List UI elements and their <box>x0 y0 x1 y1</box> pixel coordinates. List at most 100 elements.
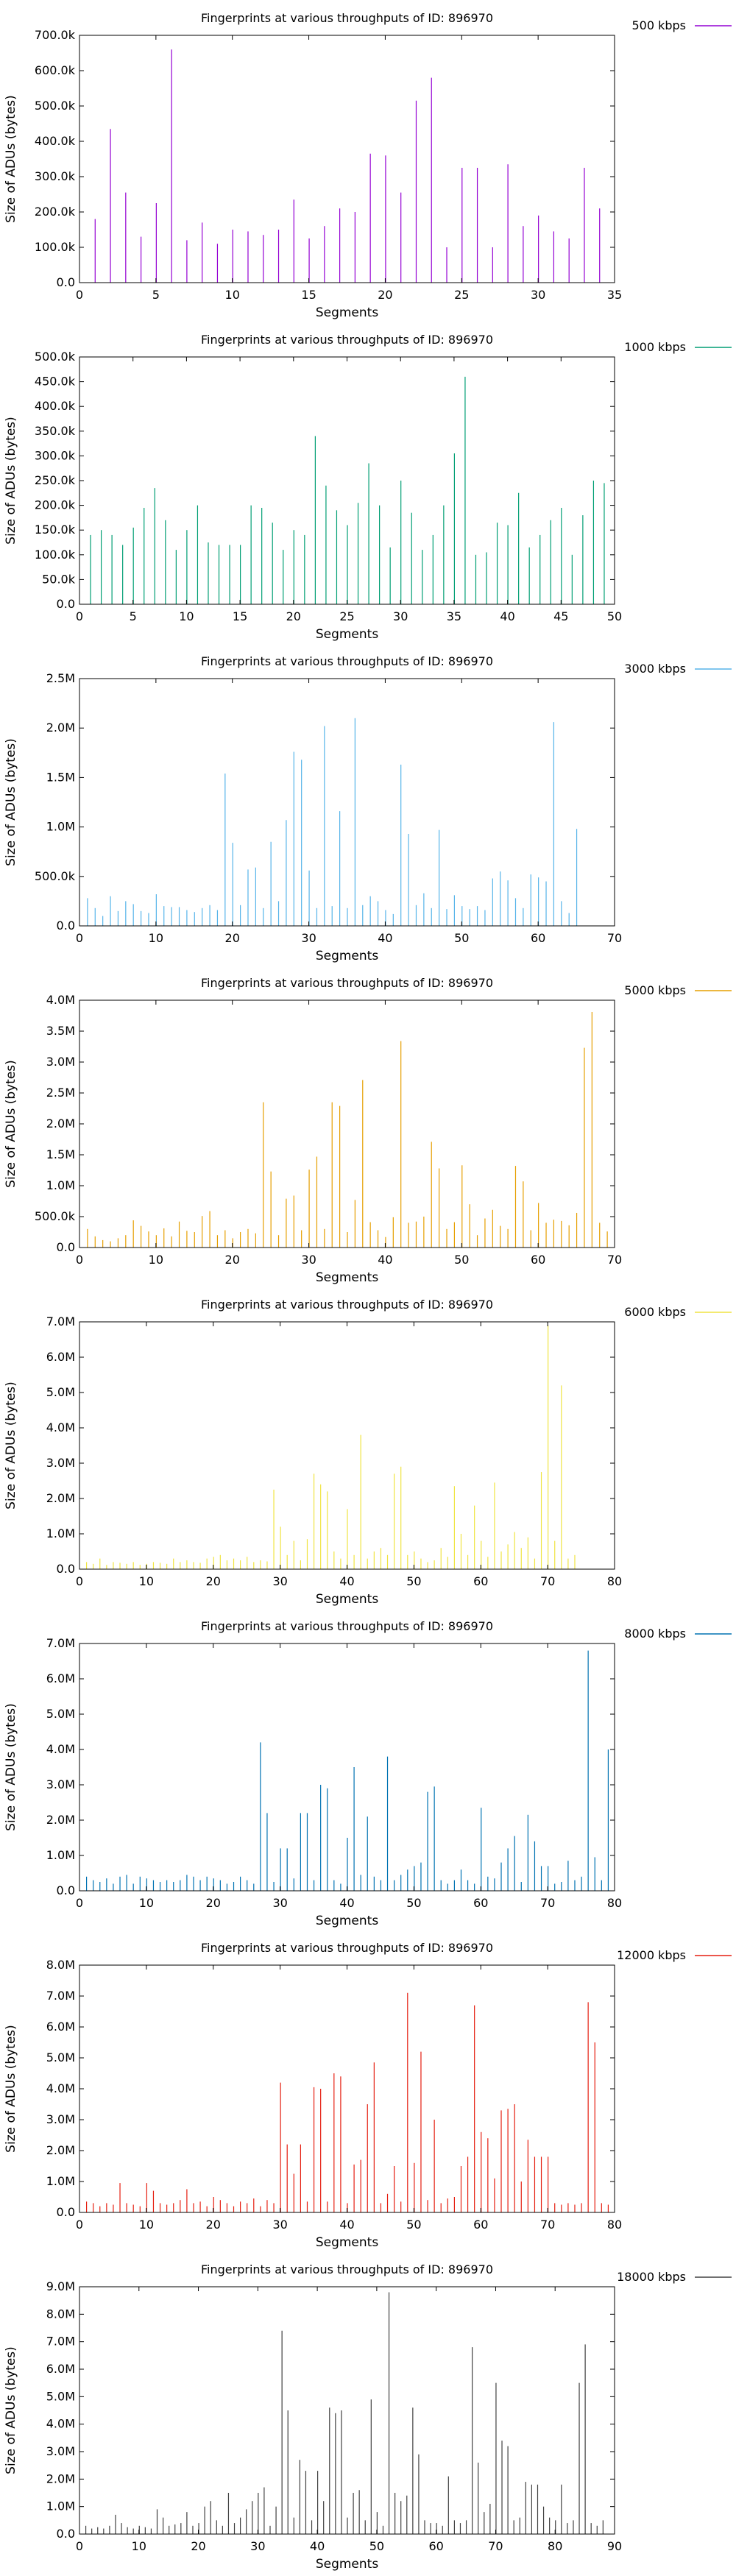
x-tick-label: 10 <box>139 2218 154 2232</box>
x-tick-label: 50 <box>454 1253 469 1267</box>
series-1 <box>90 376 605 604</box>
x-tick-label: 50 <box>454 931 469 945</box>
y-tick-label: 3.0M <box>46 1456 75 1470</box>
y-tick-label: 3.5M <box>46 1024 75 1038</box>
y-tick-label: 1.0M <box>46 820 75 834</box>
x-tick-label: 0 <box>76 609 83 623</box>
y-tick-label: 2.0M <box>46 1117 75 1130</box>
x-tick-label: 10 <box>149 931 163 945</box>
y-tick-label: 3.0M <box>46 2444 75 2458</box>
y-tick-label: 8.0M <box>46 2307 75 2321</box>
y-tick-label: 500.0k <box>35 99 76 113</box>
x-tick-label: 70 <box>607 931 622 945</box>
legend-label: 12000 kbps <box>617 1948 686 1962</box>
y-tick-label: 400.0k <box>35 399 76 413</box>
plot-frame <box>79 678 615 927</box>
y-axis-label: Size of ADUs (bytes) <box>4 417 18 545</box>
y-axis-label: Size of ADUs (bytes) <box>4 738 18 866</box>
x-tick-label: 0 <box>76 2218 83 2232</box>
chart-6: Fingerprints at various throughputs of I… <box>4 1619 732 1928</box>
legend-label: 5000 kbps <box>624 983 686 997</box>
legend-label: 500 kbps <box>631 18 686 32</box>
x-tick-label: 70 <box>540 1896 555 1910</box>
y-tick-label: 2.0M <box>46 721 75 735</box>
x-axis-label: Segments <box>316 949 379 963</box>
x-tick-label: 0 <box>76 2539 83 2553</box>
y-axis-label: Size of ADUs (bytes) <box>4 1060 18 1188</box>
legend-label: 18000 kbps <box>617 2270 686 2284</box>
y-tick-label: 7.0M <box>46 1314 75 1328</box>
x-tick-label: 40 <box>378 1253 392 1267</box>
x-tick-label: 80 <box>607 1896 622 1910</box>
y-tick-label: 7.0M <box>46 1636 75 1650</box>
x-axis-label: Segments <box>316 2557 379 2572</box>
y-tick-label: 200.0k <box>35 205 76 219</box>
y-tick-label: 300.0k <box>35 169 76 183</box>
x-axis-label: Segments <box>316 305 379 320</box>
y-tick-label: 1.0M <box>46 1848 75 1862</box>
y-tick-label: 1.0M <box>46 1178 75 1192</box>
chart-3: Fingerprints at various throughputs of I… <box>4 654 732 963</box>
x-tick-label: 10 <box>149 1253 163 1267</box>
y-tick-label: 100.0k <box>35 548 76 562</box>
x-tick-label: 60 <box>473 2218 488 2232</box>
y-tick-label: 500.0k <box>35 1209 76 1223</box>
x-tick-label: 90 <box>607 2539 622 2553</box>
x-axis-label: Segments <box>316 2235 379 2250</box>
y-tick-label: 1.0M <box>46 1526 75 1540</box>
y-tick-label: 1.5M <box>46 770 75 784</box>
chart-title: Fingerprints at various throughputs of I… <box>201 333 493 347</box>
chart-title: Fingerprints at various throughputs of I… <box>201 976 493 990</box>
chart-1: Fingerprints at various throughputs of I… <box>4 11 732 320</box>
series-1 <box>87 1011 608 1248</box>
y-tick-label: 0.0 <box>57 2527 75 2541</box>
x-tick-label: 15 <box>233 609 247 623</box>
legend-label: 6000 kbps <box>624 1305 686 1319</box>
x-tick-label: 30 <box>301 1253 316 1267</box>
y-tick-label: 0.0 <box>57 1883 75 1897</box>
x-tick-label: 10 <box>139 1896 154 1910</box>
x-tick-label: 25 <box>339 609 354 623</box>
y-tick-label: 7.0M <box>46 2335 75 2349</box>
y-tick-label: 6.0M <box>46 1350 75 1364</box>
y-tick-label: 0.0 <box>57 597 75 611</box>
series-1 <box>85 1992 609 2212</box>
x-tick-label: 40 <box>310 2539 325 2553</box>
x-tick-label: 30 <box>250 2539 265 2553</box>
y-tick-label: 50.0k <box>42 572 76 586</box>
x-tick-label: 50 <box>406 1896 421 1910</box>
x-tick-label: 10 <box>225 288 240 302</box>
x-tick-label: 70 <box>540 1574 555 1588</box>
y-tick-label: 400.0k <box>35 134 76 148</box>
x-tick-label: 30 <box>531 288 545 302</box>
x-tick-label: 0 <box>76 288 83 302</box>
x-tick-label: 40 <box>339 1896 354 1910</box>
x-tick-label: 50 <box>406 1574 421 1588</box>
x-tick-label: 10 <box>132 2539 146 2553</box>
x-tick-label: 60 <box>531 931 545 945</box>
y-tick-label: 2.0M <box>46 1813 75 1827</box>
y-tick-label: 100.0k <box>35 240 76 254</box>
legend-label: 1000 kbps <box>624 340 686 354</box>
y-tick-label: 2.0M <box>46 1491 75 1505</box>
x-tick-label: 20 <box>286 609 301 623</box>
x-tick-label: 35 <box>447 609 461 623</box>
chart-title: Fingerprints at various throughputs of I… <box>201 1298 493 1312</box>
chart-2: Fingerprints at various throughputs of I… <box>4 333 732 642</box>
y-tick-label: 0.0 <box>57 1240 75 1254</box>
x-tick-label: 60 <box>473 1896 488 1910</box>
y-tick-label: 0.0 <box>57 1562 75 1576</box>
x-tick-label: 70 <box>540 2218 555 2232</box>
chart-title: Fingerprints at various throughputs of I… <box>201 1619 493 1633</box>
chart-title: Fingerprints at various throughputs of I… <box>201 11 493 25</box>
y-tick-label: 500.0k <box>35 869 76 883</box>
series-1 <box>85 1325 576 1569</box>
y-tick-label: 2.5M <box>46 671 75 685</box>
x-tick-label: 30 <box>272 2218 287 2232</box>
x-tick-label: 50 <box>406 2218 421 2232</box>
y-tick-label: 3.0M <box>46 1777 75 1791</box>
y-tick-label: 4.0M <box>46 1420 75 1434</box>
x-tick-label: 60 <box>428 2539 443 2553</box>
y-tick-label: 0.0 <box>57 919 75 933</box>
chart-title: Fingerprints at various throughputs of I… <box>201 654 493 668</box>
